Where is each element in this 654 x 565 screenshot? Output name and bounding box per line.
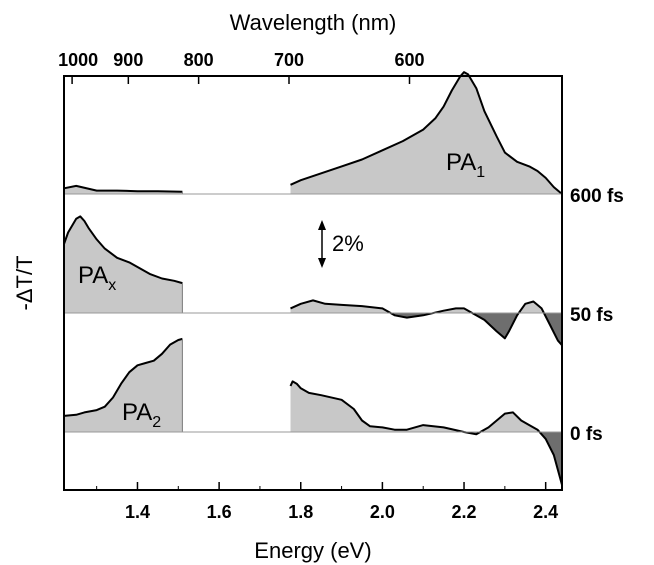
area-positive-600-fs (290, 72, 562, 194)
series-label: 600 fs (570, 186, 624, 207)
series-line-0-fs (289, 380, 563, 486)
y-axis-label: -ΔT/T (12, 255, 37, 310)
top-tick-label: 900 (113, 50, 143, 70)
top-tick-label: 800 (184, 50, 214, 70)
top-tick-label: 600 (394, 50, 424, 70)
series-line-0-fs (63, 337, 183, 417)
series-line-600-fs (290, 71, 563, 195)
series-label: 0 fs (570, 424, 603, 445)
series-line-50-fs (63, 215, 183, 285)
scale-bar-label: 2% (332, 231, 364, 256)
peak-label: PAx (78, 262, 116, 294)
scale-arrow-down-icon (318, 258, 326, 268)
series-line-50-fs (290, 299, 563, 346)
top-tick-label: 700 (274, 50, 304, 70)
area-positive-0-fs (64, 338, 183, 432)
peak-label: PA1 (446, 149, 485, 181)
area-positive-50-fs (290, 300, 562, 313)
area-negative-50-fs (290, 313, 562, 346)
top-axis-label: Wavelength (nm) (230, 10, 397, 35)
x-tick-label: 2.2 (452, 502, 477, 522)
x-axis-label: Energy (eV) (254, 538, 371, 563)
x-tick-label: 2.4 (533, 502, 558, 522)
x-tick-label: 2.0 (370, 502, 395, 522)
spectra-areas (63, 71, 563, 486)
plot-frame (63, 75, 563, 491)
top-tick-label: 1000 (58, 50, 98, 70)
series-label: 50 fs (570, 305, 613, 326)
scale-arrow-up-icon (318, 220, 326, 230)
chart-labels: 600 fs 50 fs 0 fs 1.4 1.6 1.8 2.0 2.2 2.4 1000 900… (12, 10, 624, 563)
area-positive-0-fs (290, 381, 562, 432)
peak-label: PA2 (122, 399, 161, 431)
series-line-600-fs (63, 184, 183, 193)
plot-border (63, 75, 563, 491)
area-positive-50-fs (64, 216, 183, 313)
x-tick-label: 1.8 (288, 502, 313, 522)
x-tick-label: 1.6 (207, 502, 232, 522)
x-tick-label: 1.4 (125, 502, 150, 522)
